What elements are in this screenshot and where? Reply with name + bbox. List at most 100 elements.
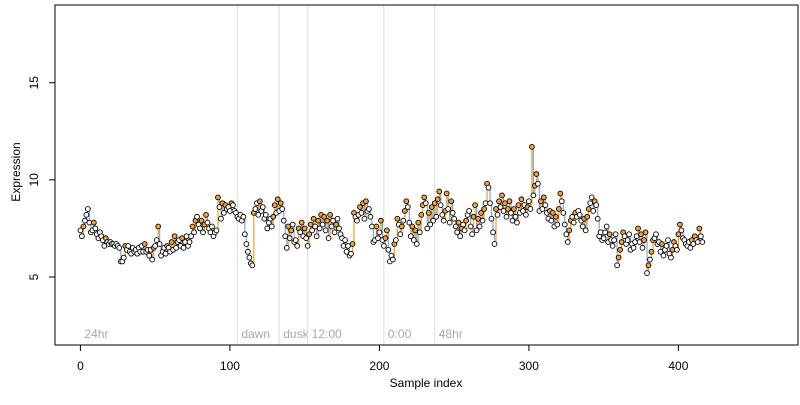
data-point xyxy=(168,239,175,245)
data-point xyxy=(336,225,342,232)
data-point xyxy=(404,204,411,210)
data-point xyxy=(274,196,281,203)
data-point xyxy=(393,237,399,243)
data-point xyxy=(240,213,247,220)
annotation-label: 0:00 xyxy=(388,327,412,341)
data-point xyxy=(668,254,674,261)
data-point xyxy=(424,225,431,232)
data-point xyxy=(590,208,597,214)
annotation-label: dawn xyxy=(241,327,270,341)
data-point xyxy=(197,225,203,232)
data-point xyxy=(448,198,455,205)
data-point xyxy=(385,246,392,253)
data-point xyxy=(624,237,631,243)
data-point xyxy=(530,192,537,199)
data-point xyxy=(245,248,251,255)
data-point xyxy=(615,254,622,261)
data-point xyxy=(696,225,703,232)
data-point xyxy=(588,194,595,201)
data-point xyxy=(398,223,405,230)
data-point xyxy=(563,231,570,238)
data-point xyxy=(663,243,670,249)
data-point xyxy=(674,246,680,253)
data-point xyxy=(216,204,223,210)
data-point xyxy=(560,210,567,216)
data-point xyxy=(270,213,277,220)
y-tick-label: 10 xyxy=(27,173,41,187)
data-point xyxy=(523,211,529,218)
data-point xyxy=(367,213,374,220)
data-point xyxy=(630,245,637,251)
data-point xyxy=(361,215,368,222)
x-tick-label: 300 xyxy=(519,359,539,373)
y-tick-label: 5 xyxy=(27,273,41,280)
data-point xyxy=(487,200,493,207)
data-point xyxy=(584,213,591,220)
y-axis-title: Expression xyxy=(9,142,23,201)
data-point xyxy=(535,180,541,187)
data-point xyxy=(252,206,259,212)
data-point xyxy=(298,219,305,226)
data-point xyxy=(425,210,432,216)
data-point xyxy=(349,241,356,247)
data-point xyxy=(428,204,435,210)
data-point xyxy=(394,215,401,222)
data-point xyxy=(77,227,84,234)
data-point xyxy=(449,210,456,216)
data-point xyxy=(457,233,463,240)
data-point xyxy=(648,248,655,255)
data-point xyxy=(612,231,619,238)
data-point xyxy=(431,200,438,207)
data-point xyxy=(617,246,623,253)
data-point xyxy=(259,204,266,210)
data-point xyxy=(306,231,312,238)
data-point xyxy=(297,229,304,236)
data-point xyxy=(594,215,601,222)
data-point xyxy=(645,262,652,269)
data-point xyxy=(80,223,87,230)
data-point xyxy=(283,245,290,251)
data-point xyxy=(249,262,256,269)
data-point xyxy=(440,217,447,224)
data-point xyxy=(85,206,91,212)
data-point xyxy=(520,208,526,214)
annotation-label: 24hr xyxy=(84,327,108,341)
data-point xyxy=(256,198,263,205)
data-point xyxy=(541,194,547,201)
data-point xyxy=(215,194,221,201)
data-point xyxy=(301,225,308,232)
data-point xyxy=(505,206,511,212)
data-point xyxy=(141,241,148,247)
data-point xyxy=(641,237,647,243)
data-point xyxy=(403,198,410,205)
data-point xyxy=(366,206,372,212)
data-point xyxy=(363,198,369,205)
data-point xyxy=(382,235,389,241)
data-point xyxy=(433,213,440,220)
data-point xyxy=(461,227,468,234)
data-point xyxy=(491,241,498,247)
data-point xyxy=(488,215,495,222)
data-point xyxy=(557,190,564,197)
data-point xyxy=(303,235,310,241)
x-tick-label: 0 xyxy=(77,359,84,373)
data-point xyxy=(204,219,211,226)
data-point xyxy=(499,192,505,199)
data-point xyxy=(518,196,525,203)
data-point xyxy=(246,254,253,261)
data-point xyxy=(561,221,568,228)
data-point xyxy=(322,227,329,234)
data-point xyxy=(397,231,404,238)
data-point xyxy=(186,239,193,245)
data-point xyxy=(415,219,422,226)
data-point xyxy=(331,229,338,236)
data-point xyxy=(358,210,365,216)
data-point xyxy=(479,217,486,224)
data-point xyxy=(508,210,514,216)
data-point xyxy=(155,223,162,230)
data-point xyxy=(549,210,556,216)
data-point xyxy=(313,233,320,240)
data-point xyxy=(512,213,519,220)
